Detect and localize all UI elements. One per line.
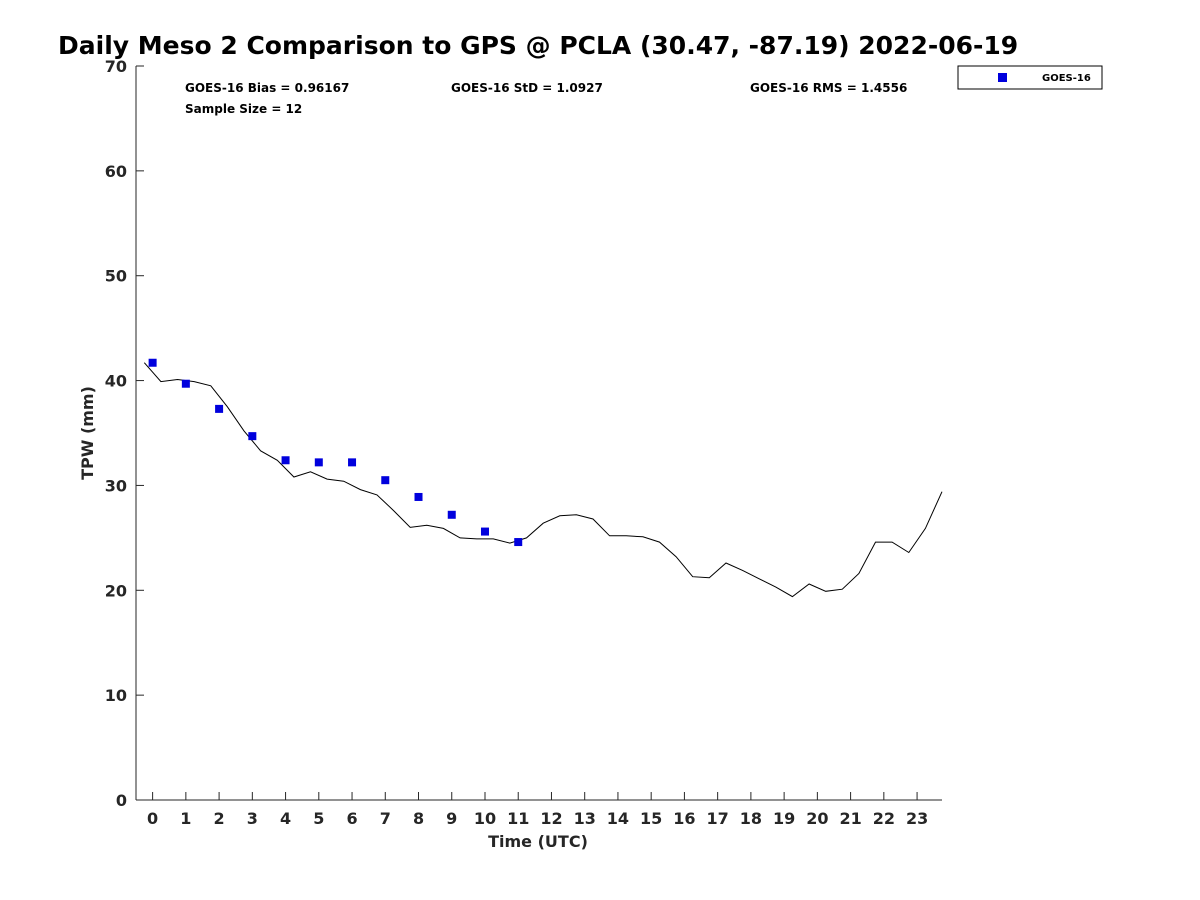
x-tick-label: 21 xyxy=(839,809,861,828)
x-tick-label: 23 xyxy=(906,809,928,828)
legend: GOES-16 xyxy=(957,65,1103,90)
x-tick-label: 1 xyxy=(180,809,191,828)
x-tick-label: 2 xyxy=(214,809,225,828)
x-tick-label: 5 xyxy=(313,809,324,828)
x-tick-label: 4 xyxy=(280,809,291,828)
goes16-point xyxy=(314,458,323,467)
y-tick-label: 70 xyxy=(105,57,127,76)
goes16-point xyxy=(480,527,489,536)
goes16-point xyxy=(447,510,456,519)
goes16-point xyxy=(215,404,224,413)
gps-line xyxy=(143,362,943,598)
x-tick-label: 19 xyxy=(773,809,795,828)
goes16-points xyxy=(148,358,523,547)
stat-bias: GOES-16 Bias = 0.96167 xyxy=(185,81,349,95)
x-tick-label: 11 xyxy=(507,809,529,828)
y-tick-label: 10 xyxy=(105,686,127,705)
x-tick-label: 0 xyxy=(147,809,158,828)
x-axis-label: Time (UTC) xyxy=(488,832,588,851)
x-tick-label: 15 xyxy=(640,809,662,828)
gps-line-series xyxy=(143,362,943,598)
x-tick-label: 3 xyxy=(247,809,258,828)
stat-std: GOES-16 StD = 1.0927 xyxy=(451,81,603,95)
x-tick-label: 22 xyxy=(873,809,895,828)
y-tick-label: 20 xyxy=(105,581,127,600)
goes16-point xyxy=(148,358,157,367)
x-tick-label: 7 xyxy=(380,809,391,828)
goes16-point xyxy=(414,492,423,501)
x-tick-label: 8 xyxy=(413,809,424,828)
x-tick-label: 20 xyxy=(806,809,828,828)
x-tick-label: 17 xyxy=(707,809,729,828)
stat-rms: GOES-16 RMS = 1.4556 xyxy=(750,81,907,95)
y-tick-label: 0 xyxy=(116,791,127,810)
x-tick-label: 10 xyxy=(474,809,496,828)
x-tick-label: 6 xyxy=(346,809,357,828)
x-tick-label: 9 xyxy=(446,809,457,828)
x-tick-label: 18 xyxy=(740,809,762,828)
goes16-point xyxy=(181,379,190,388)
y-axis-label: TPW (mm) xyxy=(78,386,97,480)
goes16-point xyxy=(248,432,257,441)
x-tick-label: 14 xyxy=(607,809,629,828)
y-tick-label: 60 xyxy=(105,162,127,181)
goes16-point xyxy=(348,458,357,467)
y-tick-label: 50 xyxy=(105,267,127,286)
x-tick-label: 13 xyxy=(574,809,596,828)
stats-panel: GOES-16 Bias = 0.96167 GOES-16 StD = 1.0… xyxy=(185,81,907,116)
legend-box xyxy=(957,65,1103,90)
stat-sample-size: Sample Size = 12 xyxy=(185,102,302,116)
y-tick-label: 30 xyxy=(105,476,127,495)
y-tick-label: 40 xyxy=(105,372,127,391)
legend-marker-goes16 xyxy=(998,73,1007,82)
x-tick-label: 16 xyxy=(673,809,695,828)
goes16-point xyxy=(281,456,290,465)
goes16-point xyxy=(514,538,523,547)
chart-title: Daily Meso 2 Comparison to GPS @ PCLA (3… xyxy=(58,31,1018,60)
x-tick-label: 12 xyxy=(540,809,562,828)
legend-label-goes16: GOES-16 xyxy=(1042,73,1091,84)
goes16-point xyxy=(381,476,390,485)
